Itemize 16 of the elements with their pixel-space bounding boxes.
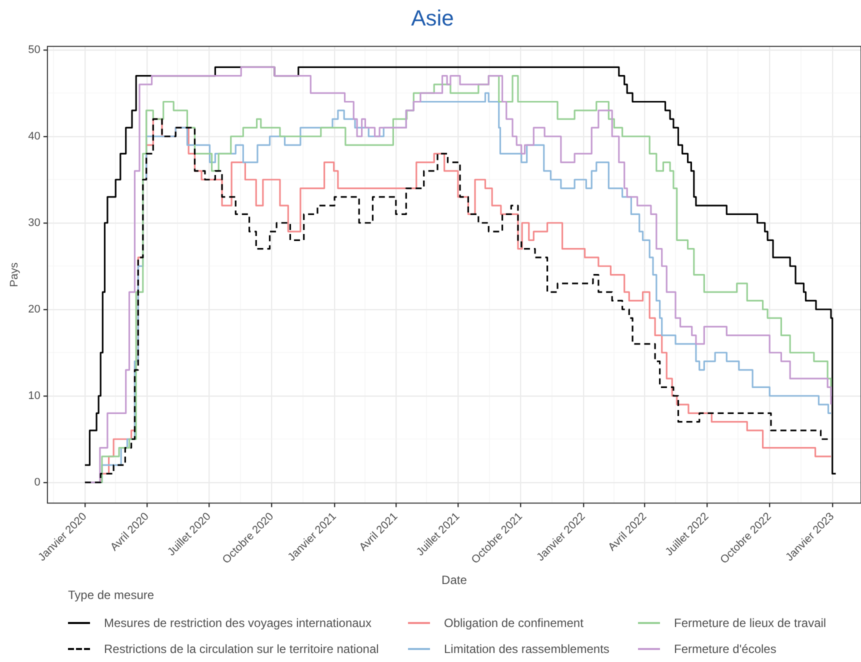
legend-label: Fermeture de lieux de travail xyxy=(674,616,826,630)
y-tick-label: 20 xyxy=(28,303,40,316)
legend-label: Fermeture d'écoles xyxy=(674,642,776,656)
legend-label: Limitation des rassemblements xyxy=(444,642,610,656)
legend-label: Restrictions de la circulation sur le territoire national xyxy=(104,642,379,656)
y-tick-label: 0 xyxy=(34,476,40,488)
y-tick-label: 10 xyxy=(28,390,40,402)
y-tick-label: 50 xyxy=(28,44,40,56)
x-axis-title: Date xyxy=(442,573,468,588)
legend-label: Obligation de confinement xyxy=(444,616,584,630)
legend-title: Type de mesure xyxy=(68,588,156,602)
legend-label: Mesures de restriction des voyages internationaux xyxy=(104,616,372,630)
y-axis-title: Pays xyxy=(8,262,21,287)
y-tick-label: 30 xyxy=(28,216,40,229)
chart-title: Asie xyxy=(411,5,454,30)
y-tick-label: 40 xyxy=(28,130,40,142)
